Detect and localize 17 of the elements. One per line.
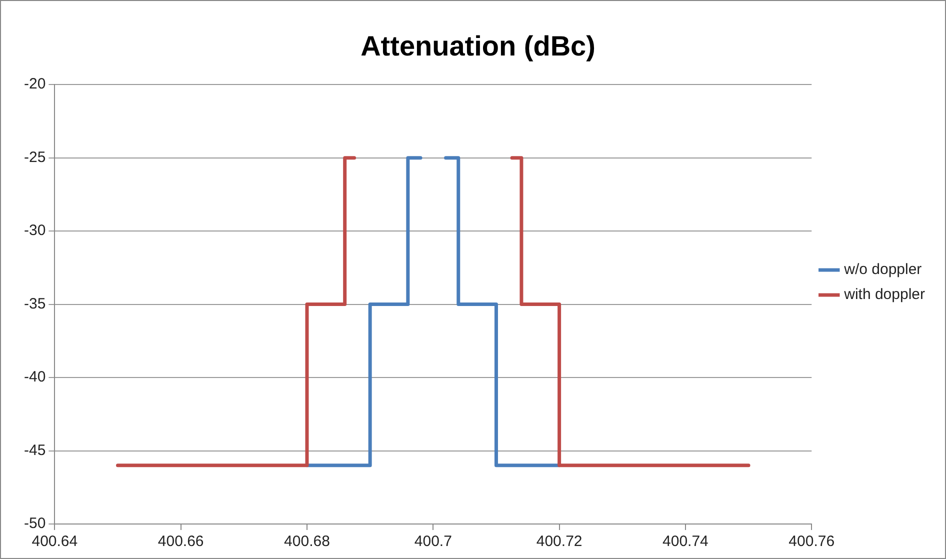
chart-title: Attenuation (dBc) — [360, 30, 596, 62]
y-tick-label: -35 — [24, 295, 46, 312]
legend-label: with doppler — [843, 286, 926, 304]
y-tick-label: -50 — [24, 515, 46, 532]
x-tick-label: 400.7 — [414, 533, 452, 550]
x-tick-label: 400.68 — [284, 533, 330, 550]
x-tick-label: 400.74 — [662, 533, 708, 550]
y-tick-label: -30 — [24, 222, 46, 240]
y-tick-label: -40 — [24, 368, 46, 386]
x-tick-label: 400.76 — [788, 533, 835, 550]
y-tick-label: -20 — [24, 76, 46, 93]
x-tick-label: 400.64 — [32, 533, 78, 550]
y-tick-label: -25 — [24, 148, 46, 166]
x-tick-label: 400.66 — [158, 533, 204, 550]
legend-label: w/o doppler — [843, 261, 922, 278]
y-tick-label: -45 — [24, 442, 46, 459]
x-tick-label: 400.72 — [536, 533, 582, 550]
